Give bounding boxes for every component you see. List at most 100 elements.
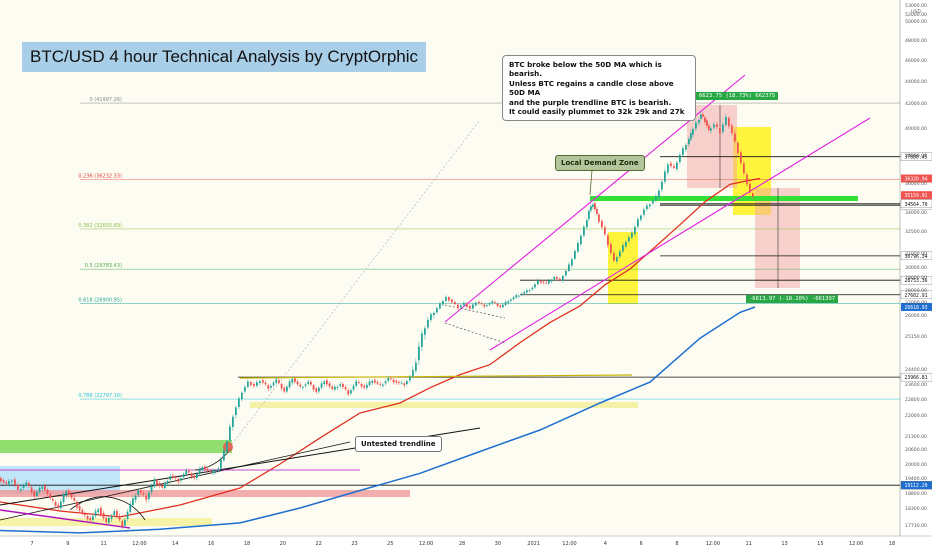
candle-body xyxy=(682,148,684,155)
candle-body xyxy=(177,478,180,482)
candle-body xyxy=(57,505,60,508)
candle-body xyxy=(403,383,406,386)
level-label-2: 34564.70 xyxy=(904,202,927,208)
candle-body xyxy=(137,490,140,495)
price-tick-1: 52000.00 xyxy=(905,12,927,18)
candle-body xyxy=(746,174,748,185)
candle-body xyxy=(299,384,302,387)
candle-body xyxy=(310,382,312,385)
candle-body xyxy=(713,124,715,128)
time-tick-3: 12:00 xyxy=(132,541,146,547)
candle-body xyxy=(700,114,702,119)
candle-body xyxy=(331,386,334,389)
candle-body xyxy=(84,513,86,516)
flag-bottom-line xyxy=(444,322,506,344)
candle-body xyxy=(400,382,403,384)
candle-body xyxy=(673,166,675,168)
candle-body xyxy=(46,489,49,494)
price-tag-2 xyxy=(901,302,932,311)
candle-body xyxy=(204,466,206,470)
candle-body xyxy=(220,459,222,469)
candle-body xyxy=(86,515,89,520)
price-tag-0 xyxy=(901,174,932,183)
price-tick-6: 42000.00 xyxy=(905,101,927,107)
candle-body xyxy=(150,485,153,493)
candle-body xyxy=(145,496,148,500)
price-label-0: 36320.94 xyxy=(904,177,927,183)
price-tick-10: 34000.00 xyxy=(905,210,927,216)
candle-body xyxy=(486,305,488,306)
candle-body xyxy=(229,426,231,441)
candle-body xyxy=(460,305,462,308)
candle-body xyxy=(454,302,456,305)
time-tick-15: 12:00 xyxy=(562,541,576,547)
candle-body xyxy=(198,469,201,475)
candle-body xyxy=(30,487,33,493)
candle-body xyxy=(457,304,459,309)
breakout-marker xyxy=(223,442,233,452)
candle-body xyxy=(596,209,598,214)
candle-body xyxy=(73,498,76,501)
candle-body xyxy=(318,387,320,392)
price-tick-11: 32500.00 xyxy=(905,229,927,235)
candle-body xyxy=(102,512,105,519)
demand-zone-label: Local Demand Zone xyxy=(555,155,645,171)
candle-body xyxy=(217,468,220,471)
candle-body xyxy=(270,385,272,388)
ma200-line xyxy=(0,306,756,534)
candle-body xyxy=(466,303,468,307)
candle-body xyxy=(398,382,400,383)
candle-body xyxy=(196,473,198,478)
level-label-4: 28753.36 xyxy=(904,278,927,284)
candle-body xyxy=(286,386,288,392)
candle-body xyxy=(291,379,294,383)
dotted-projection xyxy=(219,119,481,461)
candle-body xyxy=(518,295,520,297)
candle-body xyxy=(550,279,553,282)
candle-body xyxy=(232,416,234,427)
candle-body xyxy=(134,495,137,500)
time-tick-9: 23 xyxy=(351,541,357,547)
candle-body xyxy=(76,502,78,508)
candle-body xyxy=(652,200,654,204)
candle-body xyxy=(132,498,134,505)
candle-body xyxy=(190,473,193,477)
analysis-note: BTC broke below the 50D MA which is bear… xyxy=(502,55,696,122)
level-label-3: 30796.34 xyxy=(904,254,927,260)
candle-body xyxy=(278,380,280,383)
candle-body xyxy=(296,381,299,385)
candle-body xyxy=(166,480,169,484)
price-tick-23: 21300.00 xyxy=(905,434,927,440)
untested-trendline-label: Untested trendline xyxy=(355,436,442,452)
candle-body xyxy=(430,314,432,320)
ma50-line xyxy=(0,177,761,518)
candle-body xyxy=(11,480,13,482)
candle-body xyxy=(223,450,225,461)
candle-body xyxy=(206,468,209,471)
price-tick-25: 20000.00 xyxy=(905,462,927,468)
time-tick-2: 11 xyxy=(100,541,106,547)
candle-body xyxy=(272,382,275,386)
candle-body xyxy=(244,386,246,392)
candle-body xyxy=(483,304,486,307)
time-tick-23: 12:00 xyxy=(849,541,863,547)
candle-body xyxy=(161,485,164,488)
candle-body xyxy=(113,511,116,515)
chart-title: BTC/USD 4 hour Technical Analysis by Cry… xyxy=(22,42,427,72)
price-tick-26: 19400.00 xyxy=(905,476,927,482)
candle-body xyxy=(637,219,639,227)
cup-curve xyxy=(69,496,146,521)
candle-body xyxy=(158,483,161,486)
candle-body xyxy=(528,290,531,291)
candle-body xyxy=(427,319,429,328)
level-tag-0 xyxy=(900,152,932,161)
candle-body xyxy=(33,491,36,497)
candle-body xyxy=(421,333,423,347)
fib-label-1: 0.236 (36232.33) xyxy=(78,174,122,180)
candle-body xyxy=(360,384,363,387)
price-tick-15: 28000.00 xyxy=(905,288,927,294)
price-tick-18: 25150.00 xyxy=(905,334,927,340)
candle-body xyxy=(22,485,25,488)
time-axis-background xyxy=(0,536,932,550)
